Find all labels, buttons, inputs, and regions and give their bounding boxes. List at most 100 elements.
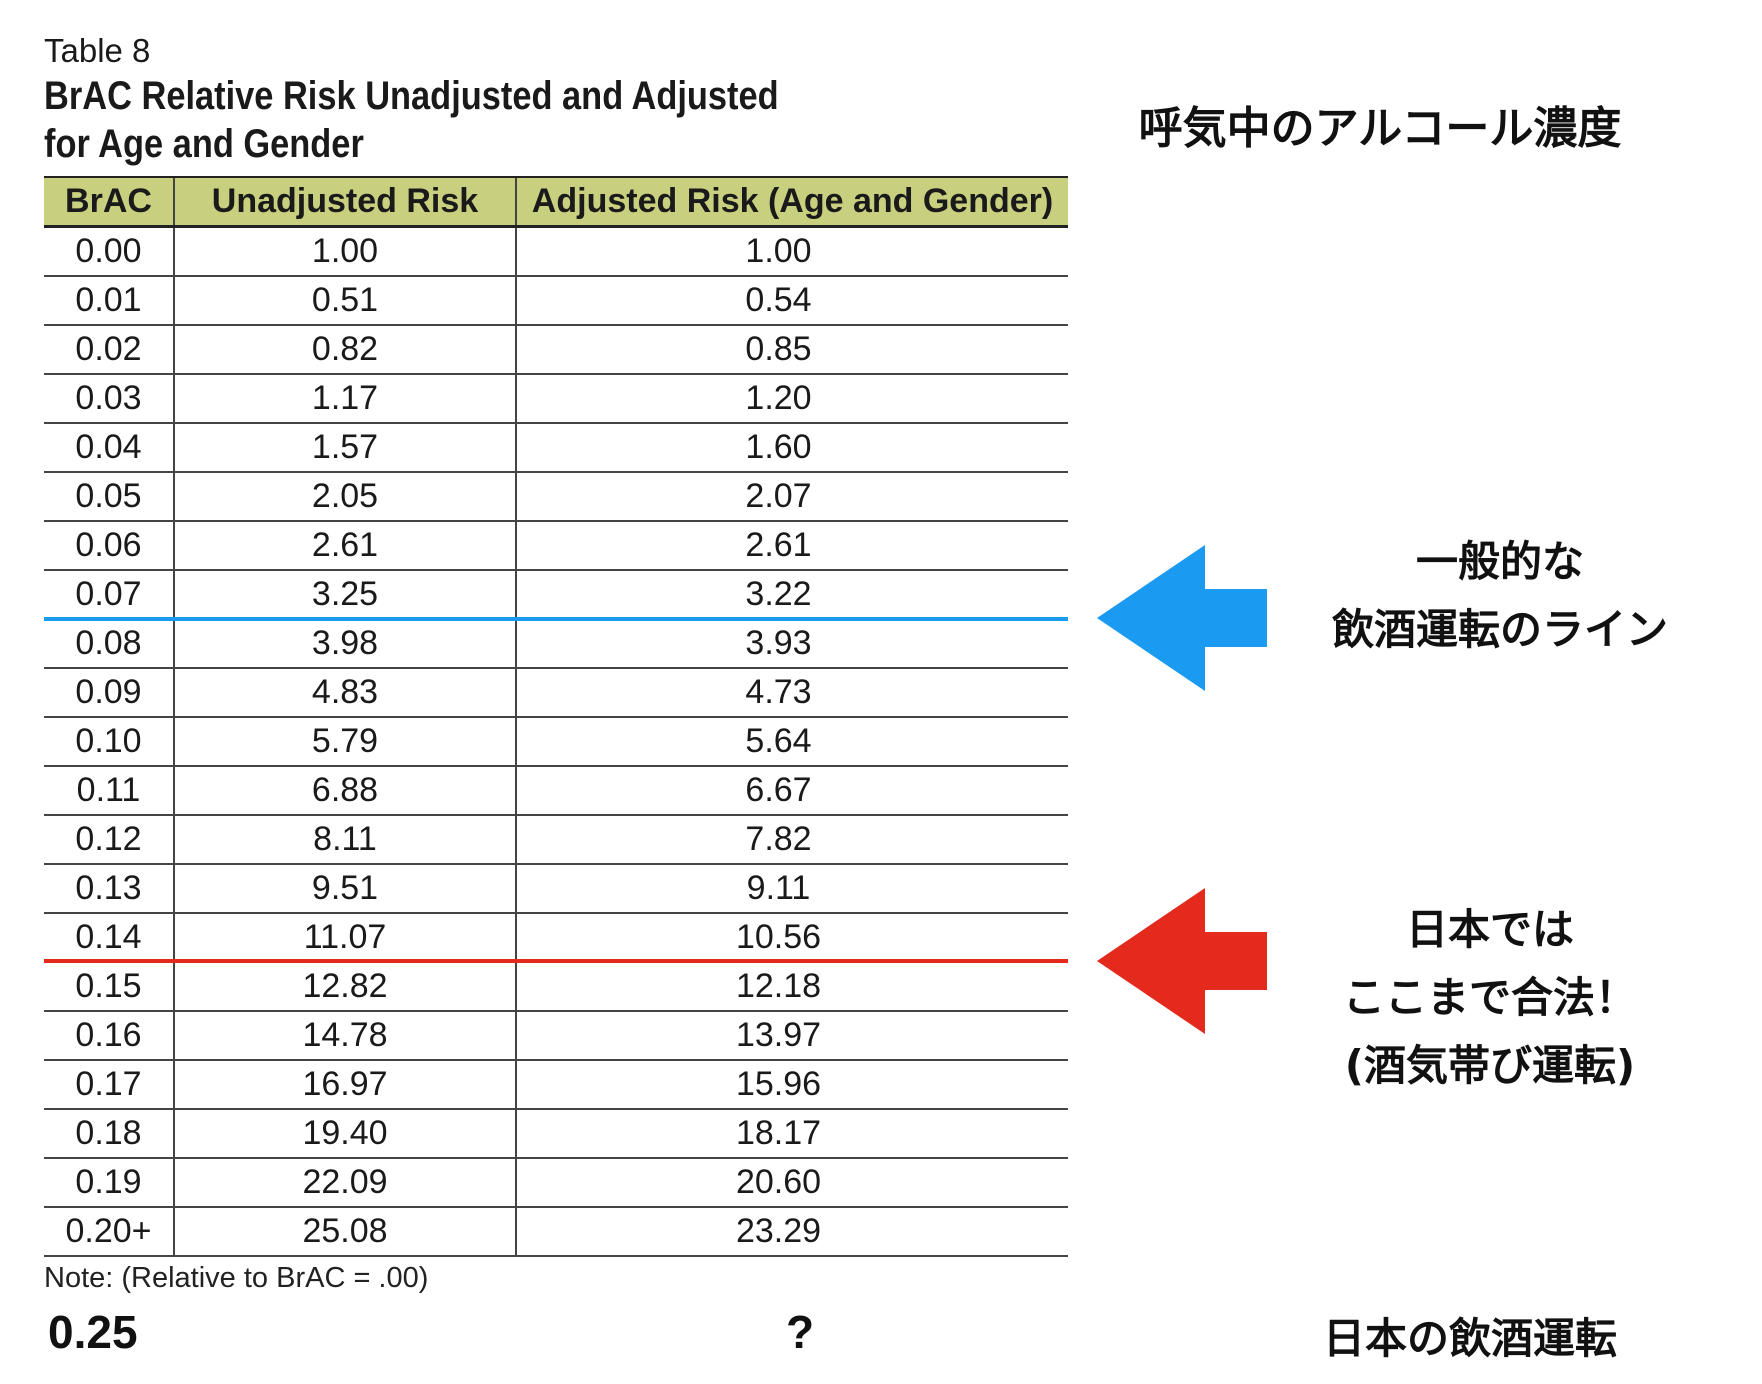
table-row: 0.13 9.51 9.11 xyxy=(44,864,1068,914)
table-header-row: BrAC Unadjusted Risk Adjusted Risk (Age … xyxy=(44,176,1068,228)
cell-adjusted: 2.61 xyxy=(515,521,1068,571)
table-row: 0.17 16.97 15.96 xyxy=(44,1060,1068,1110)
table-row: 0.06 2.61 2.61 xyxy=(44,521,1068,571)
japan-brac-value: 0.25 xyxy=(48,1306,138,1358)
table-row: 0.05 2.05 2.07 xyxy=(44,472,1068,522)
table-row: 0.07 3.25 3.22 xyxy=(44,570,1068,620)
cell-unadjusted: 3.98 xyxy=(173,619,516,669)
general-limit-line xyxy=(44,617,1068,621)
cell-brac: 0.00 xyxy=(44,226,174,277)
cell-adjusted: 15.96 xyxy=(515,1060,1068,1110)
cell-adjusted: 5.64 xyxy=(515,717,1068,767)
cell-unadjusted: 2.61 xyxy=(173,521,516,571)
table-row: 0.18 19.40 18.17 xyxy=(44,1109,1068,1159)
cell-adjusted: 6.67 xyxy=(515,766,1068,816)
table-title: BrAC Relative Risk Unadjusted and Adjust… xyxy=(44,74,779,166)
cell-unadjusted: 14.78 xyxy=(173,1011,516,1061)
cell-unadjusted: 2.05 xyxy=(173,472,516,522)
cell-unadjusted: 25.08 xyxy=(173,1207,516,1257)
header-unadjusted-risk: Unadjusted Risk xyxy=(173,176,516,228)
table-row: 0.19 22.09 20.60 xyxy=(44,1158,1068,1208)
cell-adjusted: 12.18 xyxy=(515,962,1068,1012)
cell-brac: 0.18 xyxy=(44,1109,174,1159)
japan-legal-annotation: 日本では ここまで合法！ (酒気帯び運転) xyxy=(1290,896,1690,1100)
cell-unadjusted: 1.17 xyxy=(173,374,516,424)
cell-unadjusted: 6.88 xyxy=(173,766,516,816)
cell-unadjusted: 19.40 xyxy=(173,1109,516,1159)
cell-adjusted: 13.97 xyxy=(515,1011,1068,1061)
cell-adjusted: 23.29 xyxy=(515,1207,1068,1257)
table-row: 0.04 1.57 1.60 xyxy=(44,423,1068,473)
general-line-text-2: 飲酒運転のライン xyxy=(1331,605,1668,654)
header-brac: BrAC xyxy=(44,176,174,228)
japan-legal-text-3: (酒気帯び運転) xyxy=(1344,1041,1636,1090)
general-line-text-1: 一般的な xyxy=(1415,537,1584,586)
cell-brac: 0.17 xyxy=(44,1060,174,1110)
cell-brac: 0.11 xyxy=(44,766,174,816)
cell-unadjusted: 8.11 xyxy=(173,815,516,865)
cell-brac: 0.12 xyxy=(44,815,174,865)
cell-adjusted: 1.00 xyxy=(515,226,1068,277)
japan-legal-text-1: 日本では xyxy=(1405,905,1574,954)
table-row: 0.15 12.82 12.18 xyxy=(44,962,1068,1012)
cell-brac: 0.04 xyxy=(44,423,174,473)
cell-adjusted: 3.93 xyxy=(515,619,1068,669)
cell-adjusted: 7.82 xyxy=(515,815,1068,865)
table-row: 0.09 4.83 4.73 xyxy=(44,668,1068,718)
header-adjusted-risk: Adjusted Risk (Age and Gender) xyxy=(515,176,1068,228)
cell-unadjusted: 11.07 xyxy=(173,913,516,963)
japan-legal-text-2: ここまで合法！ xyxy=(1342,973,1637,1022)
cell-adjusted: 4.73 xyxy=(515,668,1068,718)
table-label: Table 8 xyxy=(44,32,151,69)
cell-adjusted: 3.22 xyxy=(515,570,1068,620)
table-row: 0.20+ 25.08 23.29 xyxy=(44,1207,1068,1257)
cell-adjusted: 0.54 xyxy=(515,276,1068,326)
cell-unadjusted: 9.51 xyxy=(173,864,516,914)
table-row: 0.12 8.11 7.82 xyxy=(44,815,1068,865)
table-row: 0.16 14.78 13.97 xyxy=(44,1011,1068,1061)
cell-brac: 0.19 xyxy=(44,1158,174,1208)
table-note: Note: (Relative to BrAC = .00) xyxy=(44,1262,429,1294)
cell-brac: 0.16 xyxy=(44,1011,174,1061)
cell-brac: 0.08 xyxy=(44,619,174,669)
cell-unadjusted: 16.97 xyxy=(173,1060,516,1110)
cell-brac: 0.01 xyxy=(44,276,174,326)
cell-brac: 0.07 xyxy=(44,570,174,620)
table-body: 0.00 1.00 1.00 0.01 0.51 0.54 0.02 0.82 0.85 0.03… xyxy=(44,226,1068,1257)
cell-adjusted: 1.20 xyxy=(515,374,1068,424)
japan-drunk-driving-label: 日本の飲酒運転 xyxy=(1322,1314,1617,1363)
japan-limit-line xyxy=(44,959,1068,963)
red-left-arrow-icon xyxy=(1097,888,1267,1034)
cell-unadjusted: 12.82 xyxy=(173,962,516,1012)
cell-brac: 0.06 xyxy=(44,521,174,571)
cell-brac: 0.02 xyxy=(44,325,174,375)
risk-table: BrAC Unadjusted Risk Adjusted Risk (Age … xyxy=(44,176,1068,1257)
cell-brac: 0.03 xyxy=(44,374,174,424)
cell-adjusted: 2.07 xyxy=(515,472,1068,522)
table-row: 0.03 1.17 1.20 xyxy=(44,374,1068,424)
cell-unadjusted: 3.25 xyxy=(173,570,516,620)
table-row: 0.01 0.51 0.54 xyxy=(44,276,1068,326)
cell-brac: 0.10 xyxy=(44,717,174,767)
breath-alcohol-heading: 呼気中のアルコール濃度 xyxy=(1138,103,1622,154)
table-row: 0.10 5.79 5.64 xyxy=(44,717,1068,767)
cell-adjusted: 9.11 xyxy=(515,864,1068,914)
cell-brac: 0.05 xyxy=(44,472,174,522)
cell-adjusted: 20.60 xyxy=(515,1158,1068,1208)
cell-brac: 0.13 xyxy=(44,864,174,914)
table-row: 0.11 6.88 6.67 xyxy=(44,766,1068,816)
blue-left-arrow-icon xyxy=(1097,545,1267,691)
cell-unadjusted: 0.82 xyxy=(173,325,516,375)
table-row: 0.02 0.82 0.85 xyxy=(44,325,1068,375)
cell-unadjusted: 5.79 xyxy=(173,717,516,767)
cell-brac: 0.09 xyxy=(44,668,174,718)
cell-brac: 0.15 xyxy=(44,962,174,1012)
table-row: 0.08 3.98 3.93 xyxy=(44,619,1068,669)
cell-unadjusted: 0.51 xyxy=(173,276,516,326)
cell-adjusted: 18.17 xyxy=(515,1109,1068,1159)
cell-unadjusted: 1.00 xyxy=(173,226,516,277)
cell-brac: 0.20+ xyxy=(44,1207,174,1257)
cell-adjusted: 0.85 xyxy=(515,325,1068,375)
cell-adjusted: 1.60 xyxy=(515,423,1068,473)
table-row: 0.00 1.00 1.00 xyxy=(44,226,1068,277)
